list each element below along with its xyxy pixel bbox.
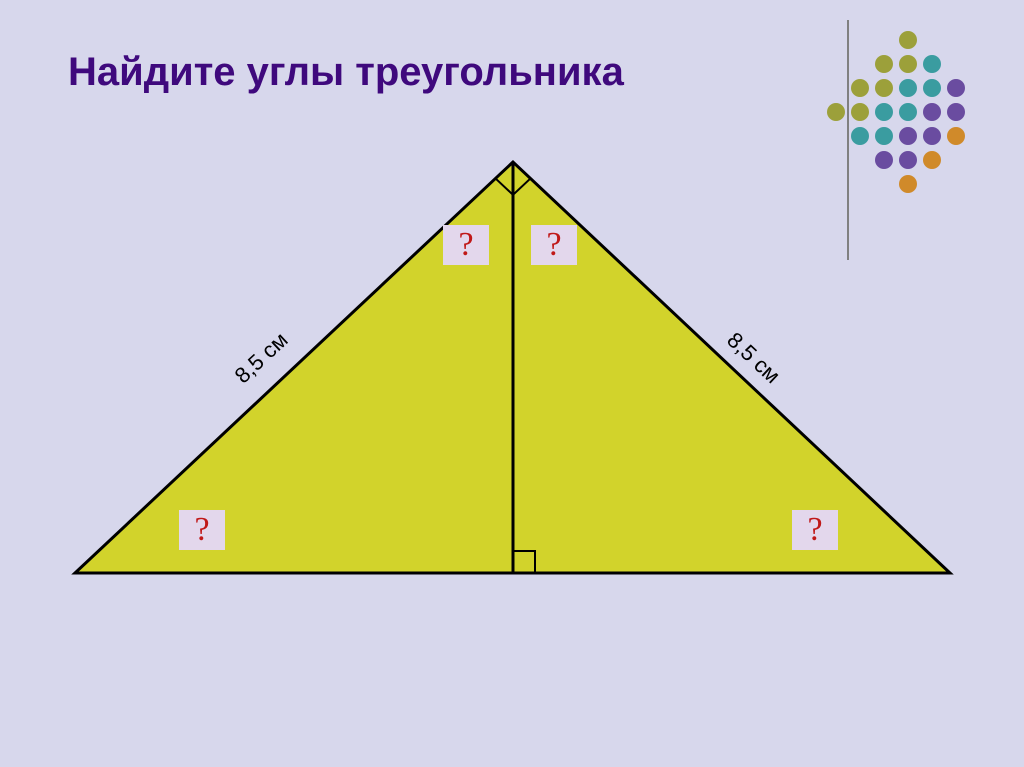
triangle-diagram bbox=[0, 0, 1024, 767]
slide: { "title": "Найдите углы треугольника", … bbox=[0, 0, 1024, 767]
angle-box-base-right: ? bbox=[792, 510, 838, 550]
angle-box-base-left: ? bbox=[179, 510, 225, 550]
angle-box-top-left: ? bbox=[443, 225, 489, 265]
angle-box-top-right: ? bbox=[531, 225, 577, 265]
